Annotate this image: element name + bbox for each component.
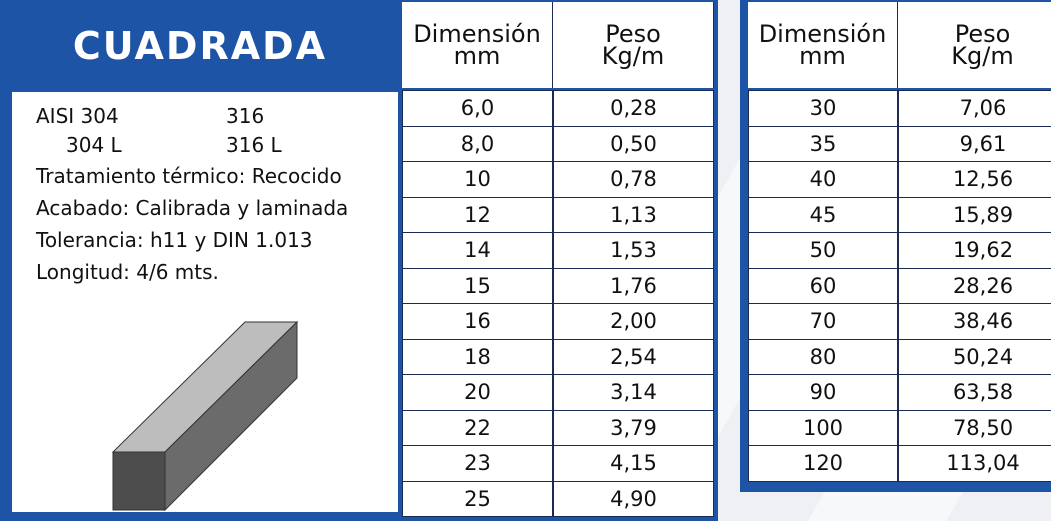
table-cell: 38,46: [898, 303, 1051, 340]
table-cell: 60: [748, 267, 898, 304]
grade: 316: [226, 104, 265, 128]
grade-row: 304 L 316 L: [36, 131, 398, 160]
table-cell: 19,62: [898, 232, 1051, 269]
table-cell: 7,06: [898, 90, 1051, 127]
table-cell: 3,79: [553, 409, 714, 446]
header-cell: Peso Kg/m: [898, 2, 1051, 88]
table-cell: 23: [402, 445, 553, 482]
table-cell: 1,53: [553, 232, 714, 269]
table-cell: 120: [748, 445, 898, 482]
table-cell: 2,00: [553, 303, 714, 340]
table-cell: 10: [402, 161, 553, 198]
header-text: Peso: [954, 20, 1011, 48]
table-cell: 50: [748, 232, 898, 269]
table-cell: 15: [402, 267, 553, 304]
header-text: Dimensión: [413, 20, 541, 48]
table-cell: 30: [748, 90, 898, 127]
header-text: Dimensión: [758, 20, 887, 48]
table-cell: 12,56: [898, 161, 1051, 198]
table-cell: 3,14: [553, 374, 714, 411]
grades: AISI 304 316 304 L 316 L: [36, 102, 398, 160]
table-cell: 100: [748, 409, 898, 446]
table-cell: 9,61: [898, 125, 1051, 162]
table-cell: 63,58: [898, 374, 1051, 411]
table-cell: 70: [748, 303, 898, 340]
header-text: mm: [453, 42, 501, 70]
table-cell: 8,0: [402, 125, 553, 162]
table-cell: 22: [402, 409, 553, 446]
info-line: Tolerancia: h11 y DIN 1.013: [36, 228, 313, 252]
info-line: Acabado: Calibrada y laminada: [36, 196, 349, 220]
table-cell: 4,15: [553, 445, 714, 482]
grade-row: AISI 304 316: [36, 102, 398, 131]
table-cell: 80: [748, 338, 898, 375]
info-line: Tratamiento térmico: Recocido: [36, 164, 342, 188]
table-cell: 1,76: [553, 267, 714, 304]
table-cell: 0,78: [553, 161, 714, 198]
table-cell: 90: [748, 374, 898, 411]
grade: AISI 304: [36, 104, 119, 128]
table-cell: 25: [402, 480, 553, 517]
table-cell: 113,04: [898, 445, 1051, 482]
table-cell: 78,50: [898, 409, 1051, 446]
bar-illustration: [111, 320, 299, 512]
header-cell: Dimensión mm: [748, 2, 898, 88]
table-cell: 0,28: [553, 90, 714, 127]
info-line: Longitud: 4/6 mts.: [36, 260, 219, 284]
table-cell: 2,54: [553, 338, 714, 375]
table-cell: 12: [402, 196, 553, 233]
table-cell: 28,26: [898, 267, 1051, 304]
header-text: Peso: [605, 20, 661, 48]
table-cell: 14: [402, 232, 553, 269]
table-cell: 1,13: [553, 196, 714, 233]
grade: 316 L: [226, 133, 282, 157]
header-cell: Dimensión mm: [402, 2, 553, 88]
table-cell: 50,24: [898, 338, 1051, 375]
header-text: Kg/m: [951, 42, 1014, 70]
header-cell: Peso Kg/m: [553, 2, 714, 88]
info-lines: Tratamiento térmico: Recocido Acabado: Ca…: [36, 160, 398, 288]
table-cell: 20: [402, 374, 553, 411]
info-panel: AISI 304 316 304 L 316 L Tratamiento térmic…: [12, 92, 398, 512]
table-cell: 16: [402, 303, 553, 340]
table-cell: 35: [748, 125, 898, 162]
table-cell: 0,50: [553, 125, 714, 162]
table-cell: 4,90: [553, 480, 714, 517]
table-cell: 18: [402, 338, 553, 375]
table-cell: 15,89: [898, 196, 1051, 233]
table-cell: 6,0: [402, 90, 553, 127]
header-text: Kg/m: [601, 42, 665, 70]
table-cell: 45: [748, 196, 898, 233]
title: CUADRADA: [72, 24, 328, 68]
header-text: mm: [799, 42, 846, 70]
grade: 304 L: [66, 133, 122, 157]
table-cell: 40: [748, 161, 898, 198]
